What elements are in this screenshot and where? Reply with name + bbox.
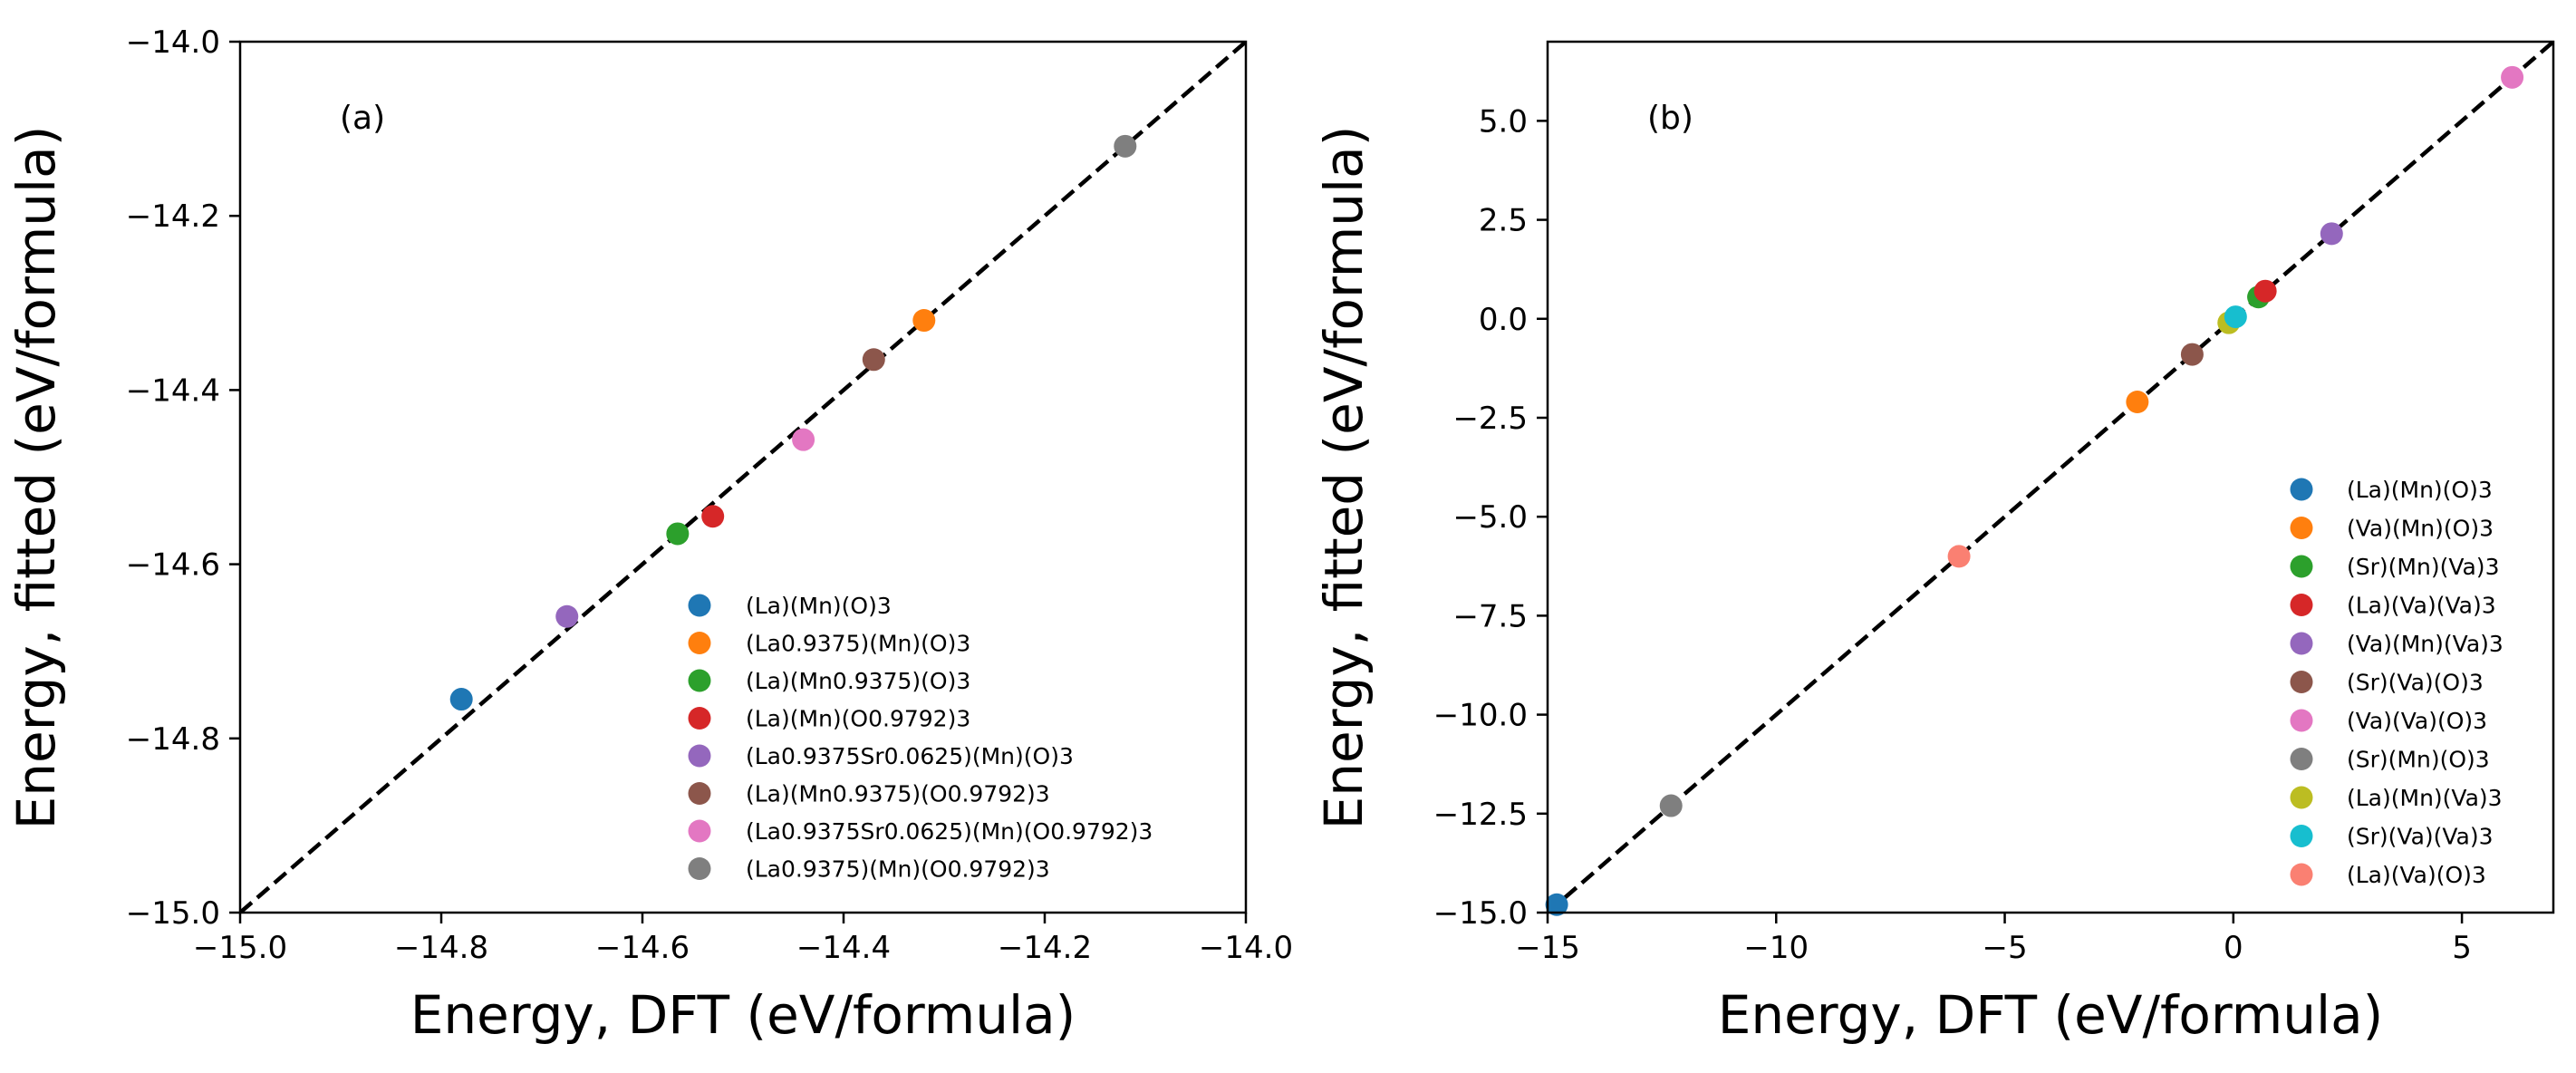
legend-marker (688, 782, 711, 805)
y-tick-label: −15.0 (1433, 895, 1528, 932)
legend-label: (La0.9375Sr0.0625)(Mn)(O0.9792)3 (746, 818, 1153, 845)
data-point (2180, 343, 2204, 366)
y-tick-label: −5.0 (1452, 499, 1528, 536)
legend-label: (La0.9375)(Mn)(O)3 (746, 631, 970, 657)
y-tick-label: −7.5 (1452, 598, 1528, 634)
y-tick-label: −14.8 (126, 721, 220, 758)
plot-frame (238, 40, 1248, 914)
legend-label: (La)(Mn)(O)3 (2347, 477, 2493, 503)
data-point (2126, 391, 2149, 414)
y-tick-label: −14.0 (126, 24, 220, 61)
legend-marker (688, 632, 711, 654)
legend-marker (688, 669, 711, 692)
y-tick-label: 5.0 (1479, 103, 1528, 140)
data-point (2224, 305, 2247, 329)
reference-line-y-equals-x (1548, 42, 2553, 913)
legend-label: (La)(Va)(O)3 (2347, 862, 2486, 888)
data-point (2501, 65, 2524, 89)
legend-label: (La)(Mn)(O0.9792)3 (746, 706, 970, 732)
legend-marker (688, 744, 711, 768)
y-axis-title: Energy, fitted (eV/formula) (1313, 126, 1375, 830)
legend-marker (2290, 555, 2313, 578)
plot-frame (1546, 40, 2555, 914)
y-axis-title: Energy, fitted (eV/formula) (5, 126, 67, 830)
legend-label: (Sr)(Va)(Va)3 (2347, 824, 2494, 850)
data-point (1114, 134, 1137, 158)
data-point (2253, 279, 2277, 303)
x-tick-label: −14.8 (394, 930, 488, 966)
legend-label: (Sr)(Mn)(O)3 (2347, 747, 2490, 773)
legend-marker (688, 707, 711, 730)
data-point (449, 688, 473, 711)
legend-marker (2290, 632, 2313, 655)
legend-marker (2290, 863, 2313, 886)
y-tick-label: 2.5 (1479, 203, 1528, 239)
legend-label: (La)(Mn)(Va)3 (2347, 785, 2503, 811)
data-point (912, 309, 936, 333)
x-tick-label: −10 (1743, 930, 1809, 966)
legend-label: (La0.9375)(Mn)(O0.9792)3 (746, 856, 1050, 883)
legend-label: (Va)(Mn)(Va)3 (2347, 631, 2504, 657)
panel-label: (b) (1647, 100, 1693, 137)
legend-marker (2290, 671, 2313, 693)
legend-marker (2290, 478, 2313, 501)
x-tick-label: −14.2 (998, 930, 1092, 966)
x-axis-title: Energy, DFT (eV/formula) (1718, 984, 2384, 1046)
legend-marker (2290, 594, 2313, 616)
legend-marker (688, 857, 711, 880)
x-tick-label: −14.4 (796, 930, 891, 966)
legend-label: (La)(Mn0.9375)(O)3 (746, 668, 970, 694)
legend: (La)(Mn)(O)3 (Va)(Mn)(O)3 (Sr)(Mn)(Va)3 (La… (2290, 477, 2504, 888)
y-tick-label: −2.5 (1452, 401, 1528, 437)
y-tick-label: −14.4 (126, 372, 220, 409)
y-tick-label: −14.2 (126, 198, 220, 235)
chart-panel-b: −15 −10 −5 0 5 −15.0 −12.5 −10.0 −7.5 −5.0 −2.5 0.0… (1313, 40, 2555, 1046)
legend-label: (Va)(Va)(O)3 (2347, 708, 2487, 734)
y-tick-label: 0.0 (1479, 302, 1528, 338)
data-point (2320, 222, 2343, 246)
y-tick-label: −14.6 (126, 547, 220, 584)
y-tick-label: −12.5 (1433, 797, 1528, 833)
legend-marker (688, 594, 711, 617)
panel-label: (a) (340, 100, 385, 137)
legend-label: (La)(Va)(Va)3 (2347, 593, 2496, 619)
reference-line-y-equals-x (240, 42, 1246, 913)
x-tick-label: −5 (1982, 930, 2027, 966)
legend-label: (Sr)(Va)(O)3 (2347, 670, 2484, 696)
chart-panel-a: −15.0 −14.8 −14.6 −14.4 −14.2 −14.0 −15.0 −14.8… (5, 24, 1293, 1046)
x-tick-label: −15 (1515, 930, 1580, 966)
legend-label: (La)(Mn0.9375)(O0.9792)3 (746, 781, 1050, 807)
data-point (1659, 794, 1683, 817)
data-point (1947, 545, 1971, 568)
legend-marker (2290, 786, 2313, 809)
data-point (792, 428, 815, 451)
legend-marker (688, 819, 711, 843)
x-tick-label: 0 (2224, 930, 2243, 966)
legend-label: (La0.9375Sr0.0625)(Mn)(O)3 (746, 743, 1074, 769)
legend-label: (Sr)(Mn)(Va)3 (2347, 554, 2499, 580)
legend-label: (La)(Mn)(O)3 (746, 593, 892, 619)
legend-marker (2290, 748, 2313, 770)
y-tick-label: −15.0 (126, 895, 220, 932)
legend: (La)(Mn)(O)3 (La0.9375)(Mn)(O)3 (La)(Mn0.9… (688, 593, 1153, 883)
data-point (1545, 893, 1568, 916)
legend-marker (2290, 825, 2313, 847)
data-point (862, 348, 885, 372)
legend-marker (2290, 517, 2313, 539)
x-tick-label: −14.6 (595, 930, 690, 966)
legend-label: (Va)(Mn)(O)3 (2347, 516, 2494, 542)
x-axis-title: Energy, DFT (eV/formula) (410, 984, 1076, 1046)
x-tick-label: −14.0 (1199, 930, 1293, 966)
data-point (666, 522, 690, 546)
data-point (701, 505, 725, 528)
x-tick-label: −15.0 (193, 930, 287, 966)
legend-marker (2290, 709, 2313, 732)
y-tick-label: −10.0 (1433, 698, 1528, 734)
x-tick-label: 5 (2452, 930, 2472, 966)
data-point (555, 604, 579, 628)
